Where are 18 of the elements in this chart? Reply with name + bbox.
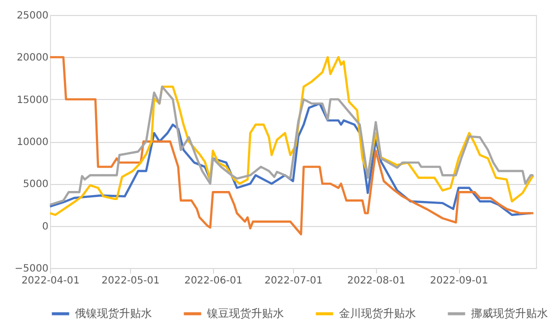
y-tick-label: 25000 <box>16 10 48 22</box>
x-tick-label: 2022-04-01 <box>21 276 80 286</box>
y-tick-label: 20000 <box>16 52 48 64</box>
x-tick-label: 2022-08-01 <box>347 276 406 286</box>
legend-label: 挪威现货升贴水 <box>471 306 548 320</box>
x-tick-label: 2022-07-01 <box>264 276 323 286</box>
x-tick-label: 2022-06-01 <box>184 276 242 286</box>
legend-label: 俄镍现货升贴水 <box>75 306 152 320</box>
y-tick-label: 0 <box>42 221 48 232</box>
legend-label: 镍豆现货升贴水 <box>206 306 284 320</box>
line-series <box>48 86 534 206</box>
x-tick-label: 2022-09-01 <box>430 276 488 286</box>
legend-label: 金川现货升贴水 <box>339 306 416 320</box>
y-tick-label: 15000 <box>16 94 48 106</box>
x-tick-label: 2022-05-01 <box>102 276 160 286</box>
y-tick-label: 10000 <box>16 137 48 148</box>
y-tick-label: 5000 <box>23 179 48 190</box>
y-tick-label: −5000 <box>14 264 48 274</box>
